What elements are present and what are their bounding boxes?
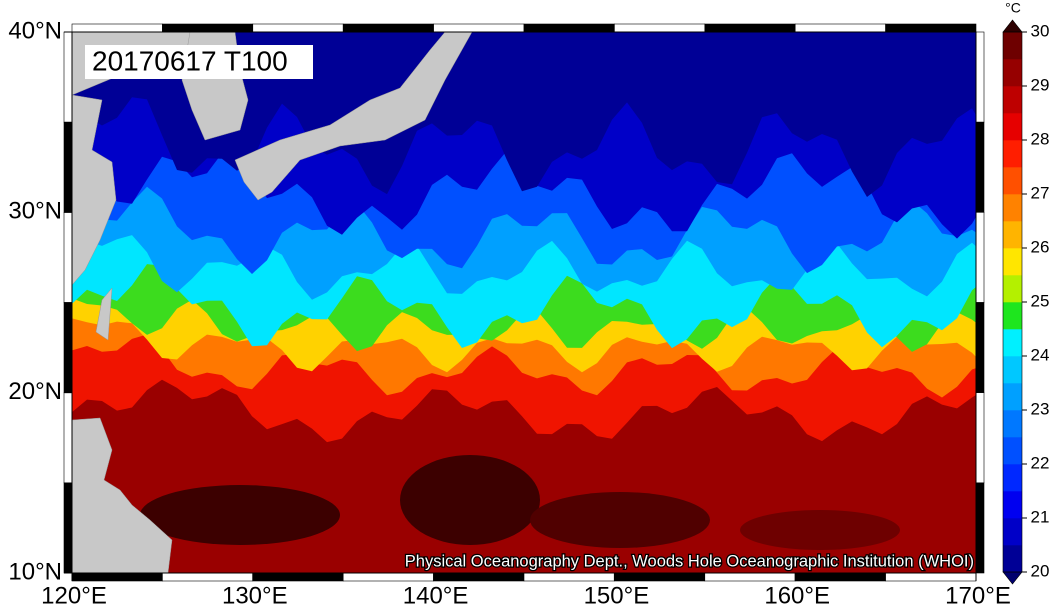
colorbar-tick-label: 24 bbox=[1031, 345, 1050, 364]
frame-segment bbox=[71, 572, 163, 582]
colorbar-band bbox=[1003, 194, 1022, 222]
frame-segment bbox=[614, 23, 706, 33]
colorbar-tick-label: 29 bbox=[1031, 75, 1050, 94]
frame-segment bbox=[433, 572, 525, 582]
frame-segment bbox=[71, 23, 163, 33]
colorbar-band bbox=[1003, 329, 1022, 357]
frame-segment bbox=[885, 572, 977, 582]
frame-segment bbox=[975, 482, 985, 574]
frame-segment bbox=[523, 23, 615, 33]
colorbar-tick-label: 20 bbox=[1031, 561, 1050, 580]
colorbar-tick-label: 27 bbox=[1031, 183, 1050, 202]
lon-tick-label: 150°E bbox=[584, 582, 650, 609]
colorbar: 20 21 22 23 24 25 26 27 28 29 30 bbox=[1002, 19, 1050, 585]
warm-patches bbox=[140, 455, 900, 550]
lon-tick-label: 130°E bbox=[222, 582, 288, 609]
frame-segment bbox=[63, 31, 73, 123]
frame-segment bbox=[885, 23, 977, 33]
frame-segment bbox=[794, 23, 886, 33]
colorbar-tick-label: 26 bbox=[1031, 237, 1050, 256]
colorbar-band bbox=[1003, 113, 1022, 141]
colorbar-band bbox=[1003, 302, 1022, 330]
colorbar-band bbox=[1003, 464, 1022, 492]
frame-segment bbox=[975, 392, 985, 484]
colorbar-band bbox=[1003, 140, 1022, 168]
colorbar-band bbox=[1003, 410, 1022, 438]
frame-segment bbox=[342, 23, 434, 33]
sst-field bbox=[72, 32, 976, 573]
lat-tick-label: 40°N bbox=[8, 17, 62, 44]
lat-tick-label: 10°N bbox=[8, 558, 62, 585]
map-border bbox=[71, 31, 977, 574]
colorbar-band bbox=[1003, 437, 1022, 465]
colorbar-band bbox=[1003, 356, 1022, 384]
lon-tick-label: 160°E bbox=[764, 582, 830, 609]
frame-segment bbox=[252, 23, 344, 33]
colorbar-band bbox=[1003, 86, 1022, 114]
frame-segment bbox=[614, 572, 706, 582]
frame-segment bbox=[975, 302, 985, 393]
frame-segment bbox=[704, 23, 796, 33]
axes: 120°E 130°E 140°E 150°E 160°E 170°E 10°N 20°N 30… bbox=[8, 17, 1010, 609]
colorbar-tick-label: 30 bbox=[1031, 21, 1050, 40]
colorbar-band bbox=[1003, 167, 1022, 195]
frame-segment bbox=[523, 572, 615, 582]
colorbar-band bbox=[1003, 248, 1022, 276]
lat-tick-label: 20°N bbox=[8, 378, 62, 405]
frame-segment bbox=[433, 23, 525, 33]
colorbar-band bbox=[1003, 545, 1022, 573]
frame-segment bbox=[63, 302, 73, 393]
frame-segment bbox=[342, 572, 434, 582]
frame-segment bbox=[975, 121, 985, 213]
frame-segment bbox=[794, 572, 886, 582]
label-box bbox=[85, 45, 313, 79]
colorbar-band bbox=[1003, 491, 1022, 519]
colorbar-tick-label: 22 bbox=[1031, 453, 1050, 472]
colorbar-tick-label: 25 bbox=[1031, 291, 1050, 310]
lon-tick-label: 170°E bbox=[945, 582, 1011, 609]
frame-segment bbox=[162, 572, 254, 582]
colorbar-band bbox=[1003, 275, 1022, 303]
colorbar-tick-label: 28 bbox=[1031, 129, 1050, 148]
frame-segment bbox=[252, 572, 344, 582]
colorbar-unit: °C bbox=[1005, 0, 1021, 16]
credit: Physical Oceanography Dept., Woods Hole … bbox=[405, 552, 974, 570]
frame-segment bbox=[162, 23, 254, 33]
colorbar-over bbox=[1002, 19, 1023, 33]
lon-tick-label: 140°E bbox=[403, 582, 469, 609]
frame-segment bbox=[63, 121, 73, 213]
frame-segment bbox=[704, 572, 796, 582]
frame-segment bbox=[975, 31, 985, 123]
frame-segment bbox=[63, 392, 73, 484]
colorbar-tick-label: 23 bbox=[1031, 399, 1050, 418]
colorbar-tick-label: 21 bbox=[1031, 507, 1050, 526]
colorbar-band bbox=[1003, 518, 1022, 546]
lon-tick-label: 120°E bbox=[41, 582, 107, 609]
frame-segment bbox=[975, 212, 985, 303]
frame-segment bbox=[63, 482, 73, 574]
colorbar-band bbox=[1003, 32, 1022, 60]
colorbar-band bbox=[1003, 59, 1022, 87]
colorbar-band bbox=[1003, 221, 1022, 249]
lat-tick-label: 30°N bbox=[8, 198, 62, 225]
frame-segment bbox=[63, 212, 73, 303]
date-label: 20170617 T100 bbox=[92, 45, 288, 76]
colorbar-band bbox=[1003, 383, 1022, 411]
